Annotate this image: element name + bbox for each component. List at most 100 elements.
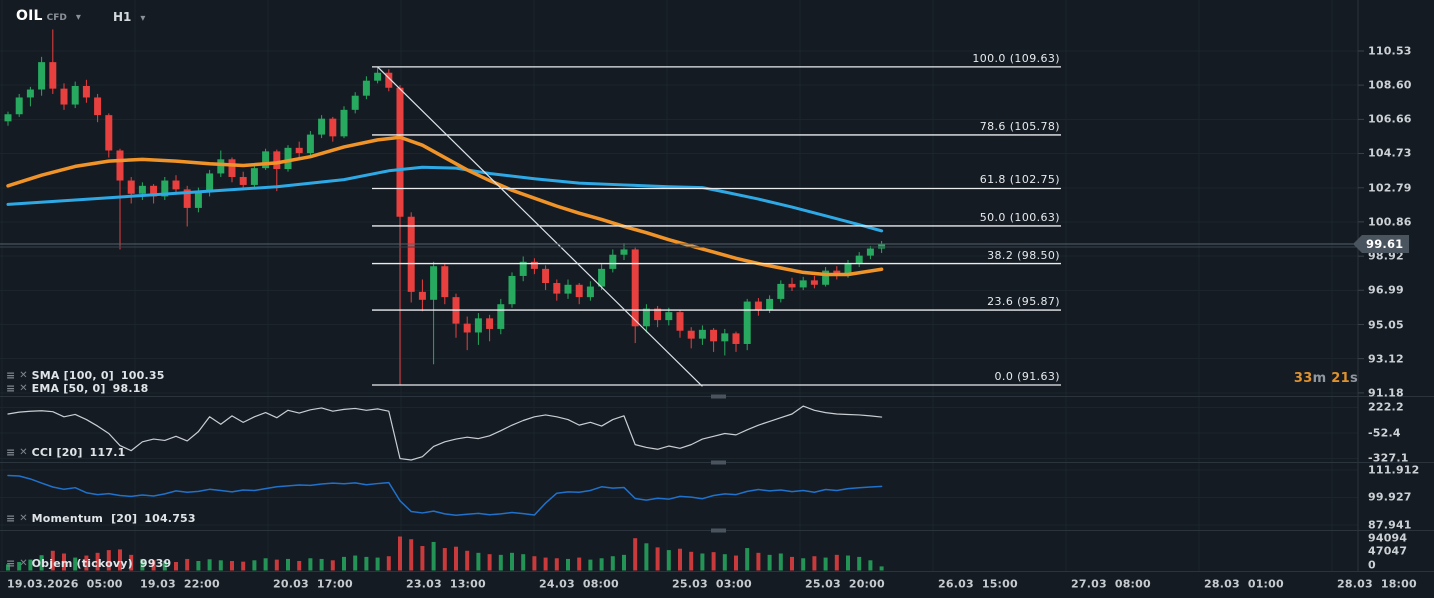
symbol-selector[interactable]: OIL CFD ▾ xyxy=(16,8,81,24)
candle-body xyxy=(530,261,538,269)
candle-body xyxy=(586,286,594,298)
indicator-value: 9939 xyxy=(139,557,172,570)
countdown-seconds-unit: s xyxy=(1349,371,1358,386)
indicator-value: 100.35 xyxy=(120,369,165,382)
time-axis-label: 19.03 22:00 xyxy=(140,577,220,591)
volume-bar xyxy=(398,536,402,571)
indicator-remove-icon[interactable]: ✕ xyxy=(19,370,28,381)
candle-body xyxy=(262,151,270,169)
price-tick-label: 110.53 xyxy=(1368,44,1412,58)
volume-bar xyxy=(442,548,447,571)
indicator-row-ema: ≡ ✕ EMA [50, 0] 98.18 xyxy=(6,382,148,395)
panel-resize-handle[interactable] xyxy=(711,394,726,399)
candle-body xyxy=(721,333,729,342)
ema-line xyxy=(6,135,884,277)
volume-tick-label: 94094 xyxy=(1368,531,1408,545)
indicator-remove-icon[interactable]: ✕ xyxy=(19,383,28,394)
candle-body xyxy=(105,115,113,151)
candle-body xyxy=(654,308,662,321)
volume-bar xyxy=(386,556,391,571)
indicator-settings-icon[interactable]: ≡ xyxy=(6,446,16,459)
volume-bar xyxy=(599,558,604,571)
candle-body xyxy=(183,189,191,208)
current-price-badge: 99.61 xyxy=(1353,235,1409,253)
timeframe-selector[interactable]: H1 ▾ xyxy=(113,10,145,24)
indicator-value: 117.1 xyxy=(89,446,126,459)
candle-body xyxy=(250,168,258,185)
timeframe-value: H1 xyxy=(113,10,132,24)
panel-resize-handle[interactable] xyxy=(711,528,726,533)
time-axis-label: 24.03 08:00 xyxy=(539,577,619,591)
indicator-remove-icon[interactable]: ✕ xyxy=(19,513,28,524)
candle-body xyxy=(777,283,785,299)
candle-body xyxy=(441,266,449,298)
volume-bar xyxy=(879,566,884,571)
volume-bar xyxy=(420,546,425,571)
candle-body xyxy=(743,301,751,344)
volume-bar xyxy=(17,562,22,571)
momentum-line xyxy=(7,474,883,516)
candle-body xyxy=(374,72,382,81)
candle-body xyxy=(206,173,214,192)
volume-bar xyxy=(162,560,167,571)
indicator-remove-icon[interactable]: ✕ xyxy=(19,558,28,569)
volume-bar xyxy=(834,554,839,571)
volume-bar xyxy=(767,554,772,571)
price-tick-label: 93.12 xyxy=(1368,352,1404,366)
time-axis-label: 28.03 18:00 xyxy=(1337,577,1417,591)
candle-body xyxy=(620,249,628,255)
volume-bar xyxy=(252,560,257,571)
indicator-value: 104.753 xyxy=(144,512,196,525)
candle-body xyxy=(575,284,583,298)
candle-body xyxy=(15,97,23,115)
volume-bar xyxy=(50,550,55,571)
volume-bar xyxy=(778,553,783,571)
time-axis[interactable] xyxy=(0,571,1434,598)
indicator-settings-icon[interactable]: ≡ xyxy=(6,557,16,570)
indicator-settings-icon[interactable]: ≡ xyxy=(6,382,16,395)
volume-bar xyxy=(319,558,324,571)
price-axis[interactable] xyxy=(1358,0,1434,571)
candle-body xyxy=(228,159,236,177)
volume-bar xyxy=(801,558,806,571)
volume-bar xyxy=(118,549,122,571)
volume-bar xyxy=(734,555,738,571)
candle-body xyxy=(542,268,550,284)
volume-bar xyxy=(655,547,660,571)
volume-bar xyxy=(207,559,212,571)
volume-bar xyxy=(465,550,470,571)
candle-body xyxy=(351,95,359,110)
candle-body xyxy=(194,191,202,208)
fib-label: 38.2 (98.50) xyxy=(987,248,1060,262)
candle-body xyxy=(631,249,639,327)
candle-body xyxy=(598,268,606,287)
momentum-tick-label: 87.941 xyxy=(1368,518,1412,532)
volume-bar xyxy=(498,554,503,571)
indicator-remove-icon[interactable]: ✕ xyxy=(19,447,28,458)
candle-body xyxy=(418,291,426,300)
trend-line[interactable] xyxy=(377,66,703,387)
volume-bar xyxy=(218,560,223,571)
volume-bar xyxy=(431,541,436,571)
chevron-down-icon: ▾ xyxy=(140,13,146,24)
volume-tick-label: 0 xyxy=(1368,558,1376,572)
volume-bar xyxy=(868,560,873,571)
candle-body xyxy=(306,134,314,154)
panel-resize-handle[interactable] xyxy=(711,460,726,465)
volume-bar xyxy=(532,556,537,571)
indicator-settings-icon[interactable]: ≡ xyxy=(6,512,16,525)
candle-body xyxy=(508,275,516,305)
volume-bar xyxy=(790,556,794,571)
indicator-settings-icon[interactable]: ≡ xyxy=(6,369,16,382)
volume-bar xyxy=(308,558,313,571)
indicator-label: Momentum [20] xyxy=(31,512,138,525)
candle-body xyxy=(295,147,303,154)
indicator-label: SMA [100, 0] xyxy=(31,369,114,382)
time-axis-label: 23.03 13:00 xyxy=(406,577,486,591)
candle-body xyxy=(676,312,684,331)
cci-line xyxy=(7,405,883,461)
countdown-minutes: 33 xyxy=(1293,371,1313,386)
volume-bar xyxy=(711,552,716,571)
